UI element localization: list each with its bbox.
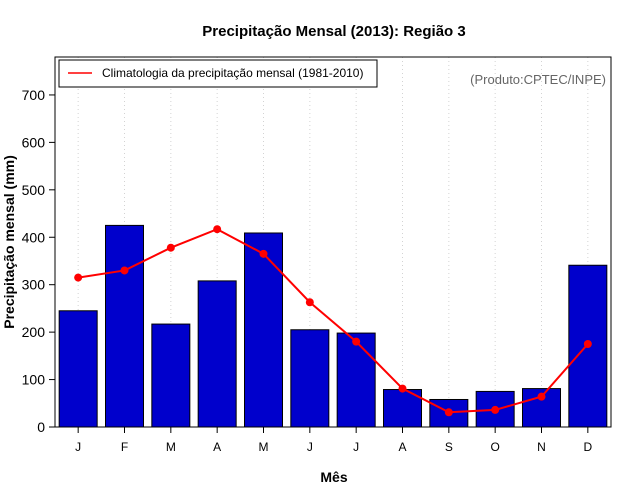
bar-6 bbox=[290, 329, 330, 428]
x-tick-label: J bbox=[307, 440, 313, 454]
climatology-point-6 bbox=[305, 298, 314, 307]
x-axis-label: Mês bbox=[320, 469, 347, 485]
legend-entry-climatology: Climatologia da precipitação mensal (198… bbox=[102, 66, 363, 80]
x-tick-label: N bbox=[537, 440, 546, 454]
plot-frame bbox=[54, 56, 612, 428]
climatology-point-1 bbox=[74, 273, 83, 282]
climatology-series bbox=[74, 225, 592, 417]
climatology-point-5 bbox=[259, 249, 268, 258]
climatology-point-11 bbox=[537, 392, 546, 401]
y-tick-label: 400 bbox=[22, 229, 46, 245]
climatology-point-7 bbox=[352, 337, 361, 346]
bar-series bbox=[58, 224, 608, 428]
chart-title: Precipitação Mensal (2013): Região 3 bbox=[202, 23, 465, 40]
climatology-point-12 bbox=[583, 339, 592, 348]
x-tick-label: S bbox=[445, 440, 453, 454]
climatology-point-9 bbox=[444, 408, 453, 417]
climatology-point-3 bbox=[166, 243, 175, 252]
x-tick-label: M bbox=[166, 440, 176, 454]
y-axis: 0 100 200 300 400 500 600 700 bbox=[22, 87, 55, 435]
climatology-point-4 bbox=[213, 225, 222, 234]
bar-3 bbox=[151, 323, 191, 428]
bar-1 bbox=[58, 310, 98, 428]
y-tick-label: 600 bbox=[22, 134, 46, 150]
climatology-point-10 bbox=[491, 405, 500, 414]
x-tick-label: J bbox=[75, 440, 81, 454]
y-tick-label: 500 bbox=[22, 182, 46, 198]
credit-annotation: (Produto:CPTEC/INPE) bbox=[470, 72, 606, 87]
x-tick-label: M bbox=[259, 440, 269, 454]
x-tick-label: F bbox=[121, 440, 128, 454]
climatology-line bbox=[78, 228, 589, 414]
legend-box bbox=[58, 59, 378, 88]
bar-11 bbox=[522, 388, 561, 428]
climatology-point-8 bbox=[398, 384, 407, 393]
y-tick-label: 200 bbox=[22, 324, 46, 340]
y-tick-label: 700 bbox=[22, 87, 46, 103]
bar-2 bbox=[105, 224, 144, 428]
x-tick-label: A bbox=[213, 440, 221, 454]
climatology-point-2 bbox=[120, 266, 129, 275]
x-tick-label: J bbox=[353, 440, 359, 454]
bar-4 bbox=[197, 280, 237, 428]
x-tick-label: D bbox=[583, 440, 592, 454]
y-axis-label: Precipitação mensal (mm) bbox=[1, 155, 17, 329]
y-tick-label: 0 bbox=[37, 419, 45, 435]
x-tick-label: O bbox=[490, 440, 499, 454]
y-tick-label: 300 bbox=[22, 277, 46, 293]
y-tick-label: 100 bbox=[22, 372, 46, 388]
legend: Climatologia da precipitação mensal (198… bbox=[58, 59, 378, 88]
bar-7 bbox=[336, 332, 376, 428]
bar-5 bbox=[244, 232, 283, 428]
x-tick-label: A bbox=[398, 440, 406, 454]
